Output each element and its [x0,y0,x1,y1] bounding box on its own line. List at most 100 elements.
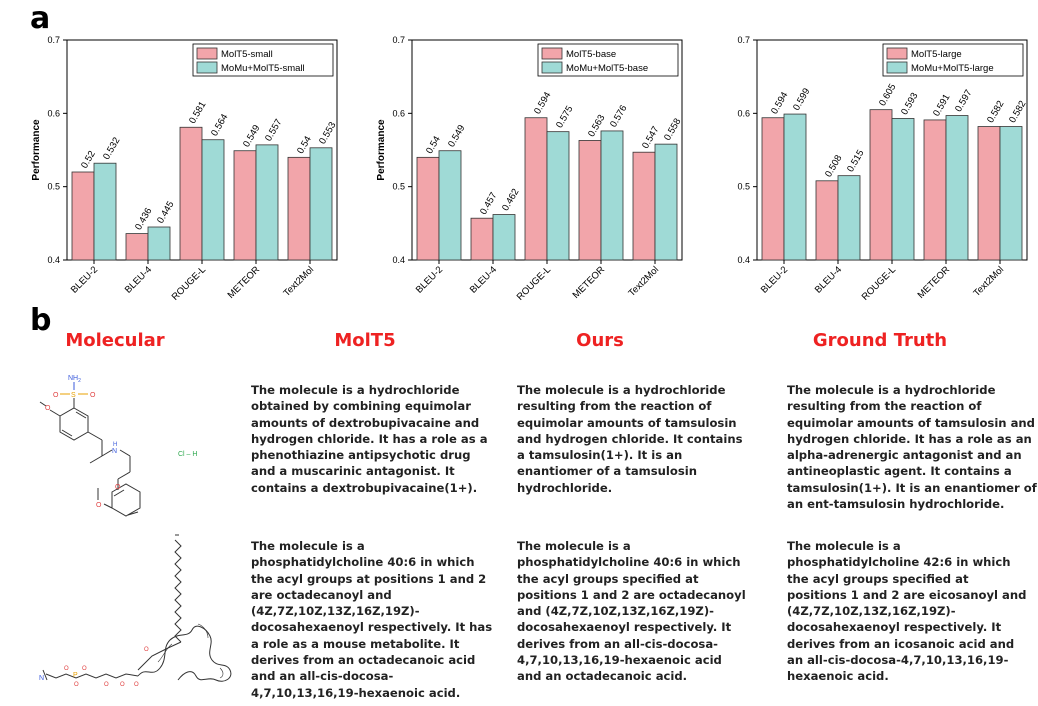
oxygen-label: O [96,502,102,509]
data-label: 0.581 [187,100,208,126]
bar [287,156,311,261]
row2-ground-truth-description: The molecule is a phosphatidylcholine 42… [787,539,1027,684]
data-label: 0.593 [899,91,920,117]
y-tick-label: 0.5 [392,182,405,192]
legend-swatch [886,61,908,74]
bar [923,119,947,261]
bar [815,180,839,261]
legend-label: MolT5-small [221,49,273,60]
phosphorus-label: P [73,672,78,679]
legend-swatch [196,47,218,60]
data-label: 0.594 [532,90,553,116]
bar [869,109,893,261]
row1-ground-truth-description: The molecule is a hydrochloride resultin… [787,383,1037,512]
oxygen-label: O [53,392,59,399]
legend-label: MolT5-base [566,49,616,60]
bar [309,147,333,261]
row2-ours-description: The molecule is a phosphatidylcholine 40… [517,539,746,684]
header-ours: Ours [576,330,624,351]
x-tick-label: ROUGE-L [515,264,553,302]
legend-swatch [541,47,563,60]
legend-swatch [541,61,563,74]
x-tick-label: Text2Mol [281,264,316,299]
molecule-1-structure: NH2 S O O O N H O O Cl – H [39,375,197,517]
x-tick-label: BLEU-4 [123,264,154,295]
x-tick-label: METEOR [916,264,953,301]
bar [632,151,656,261]
oxygen-label: O [134,682,139,688]
y-tick-label: 0.6 [47,108,60,118]
data-label: 0.575 [554,104,575,130]
bar [233,150,257,261]
hcl-label: Cl – H [178,451,197,458]
oxygen-label: O [45,405,51,412]
panel-a-label: a [30,1,51,36]
nh2-label: NH2 [68,375,81,384]
x-tick-label: BLEU-4 [468,264,499,295]
bar [783,113,807,261]
y-axis-label: Performance [376,119,387,181]
bar [93,162,117,261]
data-label: 0.457 [478,191,499,217]
legend-swatch [886,47,908,60]
bar [761,117,785,261]
legend-label: MoMu+MolT5-base [566,63,648,74]
y-tick-label: 0.4 [737,255,750,265]
y-tick-label: 0.4 [47,255,60,265]
data-label: 0.582 [1007,99,1028,125]
y-tick-label: 0.7 [392,35,405,45]
bar [977,126,1001,261]
oxygen-label: O [74,682,79,688]
oxygen-label: O [120,682,125,688]
row2-molt5-description: The molecule is a phosphatidylcholine 40… [251,539,493,700]
oxygen-label: O [82,666,87,672]
data-label: 0.553 [317,120,338,146]
data-label: 0.594 [769,90,790,116]
oxygen-label: O [104,682,109,688]
bar [147,226,171,261]
legend-label: MoMu+MolT5-large [911,63,994,74]
bar [837,175,861,261]
bar [492,214,516,261]
bar [438,150,462,261]
y-tick-label: 0.5 [47,182,60,192]
bar [999,126,1023,261]
oxygen-label: O [90,392,96,399]
y-tick-label: 0.7 [47,35,60,45]
data-label: 0.515 [845,148,866,174]
bar [179,126,203,261]
data-label: 0.564 [209,112,230,138]
data-label: 0.558 [662,117,683,143]
bar [945,115,969,261]
sulfur-label: S [71,392,76,399]
x-tick-label: ROUGE-L [860,264,898,302]
molecule-2-structure: N P O O O O O O O [39,534,232,688]
x-tick-label: Text2Mol [626,264,661,299]
legend-swatch [196,61,218,74]
data-label: 0.549 [446,123,467,149]
bar [654,143,678,261]
hydrogen-label: H [113,442,117,448]
header-molt5: MolT5 [334,330,396,351]
panel-b-label: b [30,303,52,338]
bar [546,131,570,261]
legend-label: MoMu+MolT5-small [221,63,305,74]
bar [416,156,440,261]
data-label: 0.462 [500,187,521,213]
data-label: 0.582 [985,99,1006,125]
x-tick-label: BLEU-4 [813,264,844,295]
x-tick-label: BLEU-2 [759,264,790,295]
x-tick-label: METEOR [226,264,263,301]
y-tick-label: 0.6 [737,108,750,118]
data-label: 0.576 [608,103,629,129]
y-tick-label: 0.7 [737,35,750,45]
bar [524,117,548,261]
x-tick-label: METEOR [571,264,608,301]
bar [470,217,494,261]
data-label: 0.591 [931,92,952,118]
bar [255,144,279,261]
oxygen-label: O [115,484,121,491]
bar [578,140,602,261]
header-molecular: Molecular [65,330,165,351]
